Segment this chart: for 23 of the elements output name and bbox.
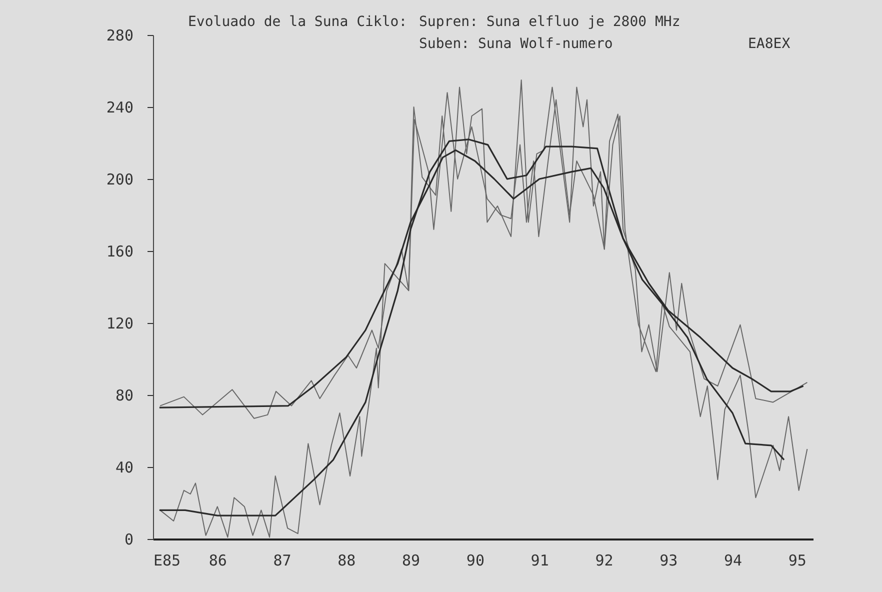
text: Supren: Suna elfluo je 2800 MHz (419, 14, 680, 30)
x-tick-label: 87 (273, 552, 292, 570)
x-tick-label: E85 (154, 552, 181, 570)
chart-title: Evoluado de la Suna Ciklo: (188, 14, 408, 30)
y-tick-label: 280 (106, 26, 134, 44)
x-tick-label: 91 (530, 552, 549, 570)
x-tick-label: 93 (660, 552, 678, 570)
annotation: EA8EX (748, 36, 791, 52)
y-tick-label: 40 (115, 458, 134, 476)
y-tick-label: 120 (106, 314, 134, 332)
y-tick-label: 160 (106, 242, 134, 260)
x-tick-label: 90 (466, 552, 484, 570)
y-tick-label: 200 (106, 170, 134, 188)
x-tick-label: 95 (788, 552, 806, 570)
annotation: Suben: Suna Wolf-numero (419, 36, 613, 52)
x-tick-label: 89 (402, 552, 420, 570)
y-tick-label: 240 (106, 98, 134, 116)
x-tick-label: 88 (338, 552, 356, 570)
y-tick-label: 80 (115, 386, 134, 404)
x-tick-label: 86 (208, 552, 227, 570)
y-tick-label: 0 (124, 530, 134, 548)
x-tick-label: 94 (724, 552, 742, 570)
x-tick-label: 92 (595, 552, 614, 570)
